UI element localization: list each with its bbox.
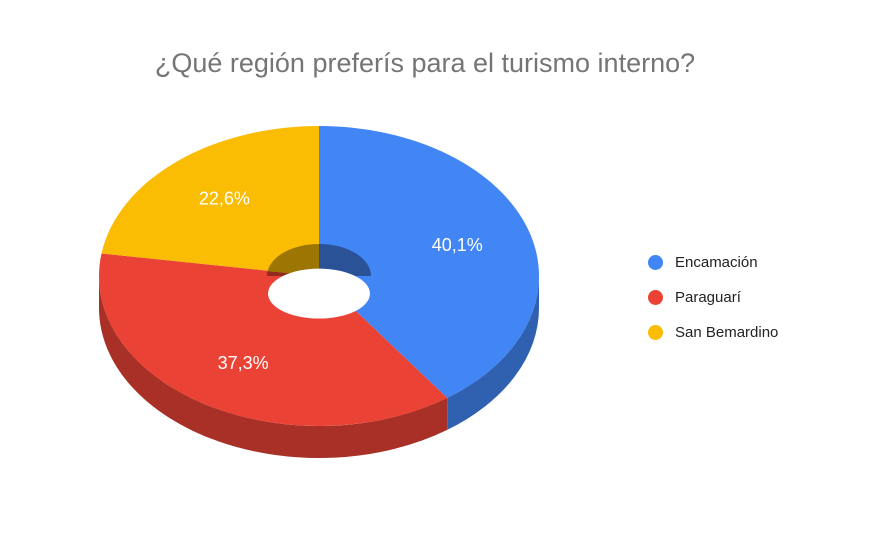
legend-label-paraguari: Paraguarí [675, 289, 741, 306]
legend-swatch-paraguari [648, 290, 663, 305]
chart-sides [99, 276, 539, 458]
legend-item-paraguari[interactable]: Paraguarí [648, 280, 778, 315]
slice-encamacion[interactable] [319, 126, 539, 398]
hole-wall-san-bemardino [267, 244, 319, 276]
legend-label-encamacion: Encamación [675, 254, 758, 271]
side-paraguari [99, 276, 448, 458]
chart-hole [267, 244, 371, 319]
chart-labels: 40,1% 37,3% 22,6% [199, 189, 483, 373]
slice-paraguari[interactable] [98, 253, 448, 426]
slice-label-encamacion: 40,1% [432, 235, 483, 255]
donut-hole [268, 268, 370, 319]
legend-label-san-bemardino: San Bemardino [675, 324, 779, 341]
legend-item-encamacion[interactable]: Encamación [648, 245, 778, 280]
slice-label-san-bemardino: 22,6% [199, 189, 250, 209]
legend-swatch-encamacion [648, 255, 663, 270]
legend-swatch-san-bemardino [648, 325, 663, 340]
chart-title: ¿Qué región preferís para el turismo int… [154, 48, 696, 78]
legend-item-san-bemardino[interactable]: San Bemardino [648, 315, 778, 350]
hole-wall-encamacion [319, 244, 371, 276]
slice-label-paraguari: 37,3% [218, 353, 269, 373]
chart-slices [98, 126, 539, 426]
side-encamacion [447, 276, 539, 430]
slice-san-bemardino[interactable] [101, 126, 319, 276]
legend: Encamación Paraguarí San Bemardino [648, 245, 778, 350]
